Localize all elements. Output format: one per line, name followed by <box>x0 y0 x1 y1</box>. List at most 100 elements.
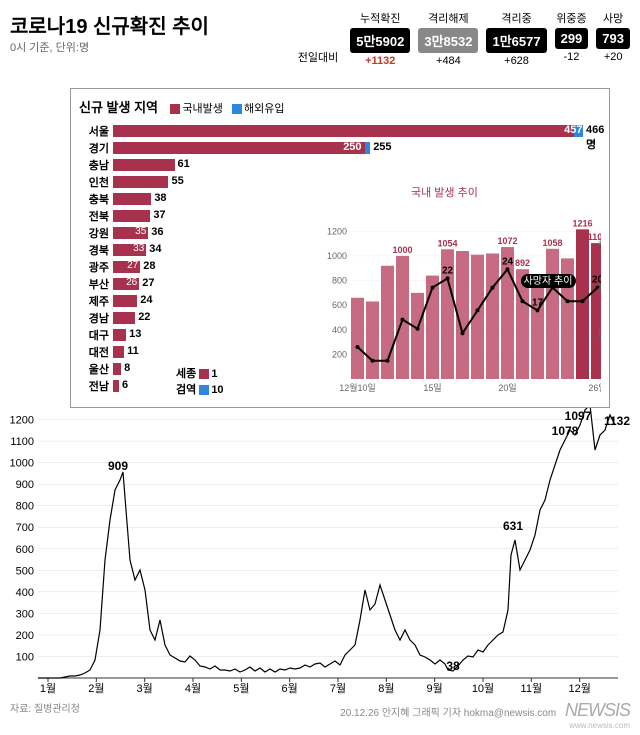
region-row: 서울 457466명 <box>79 123 601 139</box>
stat-value: 5만5902 <box>350 28 410 53</box>
mini-bar <box>366 301 379 379</box>
stat-box: 격리해제 3만8532 +484 <box>418 10 478 67</box>
region-name: 제주 <box>79 293 109 309</box>
source-label: 자료: 질병관리청 <box>10 700 80 730</box>
region-bar-domestic <box>113 363 121 375</box>
region-bar-domestic: 27 <box>113 261 140 273</box>
legend-overseas-label: 해외유입 <box>244 103 284 115</box>
svg-text:1072: 1072 <box>497 236 517 246</box>
stat-diff: +20 <box>596 51 630 63</box>
region-name: 강원 <box>79 225 109 241</box>
stat-value: 3만8532 <box>418 28 478 53</box>
svg-text:300: 300 <box>16 608 34 620</box>
region-bar-domestic <box>113 176 168 188</box>
svg-text:1200: 1200 <box>327 226 347 236</box>
svg-text:11월: 11월 <box>521 682 543 695</box>
svg-text:2월: 2월 <box>88 682 104 695</box>
svg-text:1097: 1097 <box>565 409 592 423</box>
region-bar-overseas <box>365 142 370 154</box>
region-bar-domestic <box>113 312 135 324</box>
region-extra-row: 세종 1 <box>176 365 224 381</box>
region-row: 인천 55 <box>79 174 601 190</box>
svg-text:800: 800 <box>16 501 34 513</box>
mini-bar <box>531 278 544 379</box>
region-name: 울산 <box>79 361 109 377</box>
svg-text:38: 38 <box>446 659 460 673</box>
region-name: 광주 <box>79 259 109 275</box>
inset-panel: 신규 발생 지역 국내발생 해외유입 서울 457466명 경기 250255 … <box>70 88 610 408</box>
region-total-value: 36 <box>151 226 163 238</box>
region-bar-domestic: 26 <box>113 278 139 290</box>
svg-text:20: 20 <box>597 283 601 293</box>
logo-sub: www.newsis.com <box>340 721 630 730</box>
svg-text:10월: 10월 <box>472 682 494 695</box>
svg-text:1월: 1월 <box>40 682 56 695</box>
region-bar-domestic <box>113 210 150 222</box>
region-total-value: 6 <box>122 379 128 391</box>
legend-domestic-label: 국내발생 <box>182 103 222 115</box>
region-bar-domestic <box>113 380 119 392</box>
region-name: 대구 <box>79 327 109 343</box>
region-name: 경남 <box>79 310 109 326</box>
region-total-value: 22 <box>138 311 150 323</box>
region-extra: 세종 1검역 10 <box>176 365 224 397</box>
legend: 국내발생 해외유입 <box>170 100 284 116</box>
svg-text:7월: 7월 <box>330 682 346 695</box>
region-total-value: 250255 <box>373 141 391 153</box>
stat-box: 사망 793 +20 <box>596 10 630 67</box>
region-bar-domestic: 33 <box>113 244 146 256</box>
svg-text:30: 30 <box>597 237 601 247</box>
region-bar-domestic <box>113 125 574 137</box>
svg-text:631: 631 <box>503 519 523 533</box>
prev-day-label: 전일대비 <box>298 49 338 65</box>
main-chart: 1002003004005006007008009001000110012001… <box>10 380 630 690</box>
region-bar-domestic <box>113 193 151 205</box>
region-name: 인천 <box>79 174 109 190</box>
credit-label: 20.12.26 안지혜 그래픽 기자 hokma@newsis.com <box>340 708 556 719</box>
mini-bar <box>546 249 559 379</box>
stat-label: 사망 <box>596 10 630 26</box>
svg-text:9월: 9월 <box>427 682 443 695</box>
svg-text:1058: 1058 <box>542 238 562 248</box>
svg-text:20일: 20일 <box>498 383 516 393</box>
region-total-value: 11 <box>127 345 139 357</box>
logo: NEWSIS <box>565 700 630 720</box>
region-total-value: 61 <box>178 158 190 170</box>
stat-value: 1만6577 <box>486 28 546 53</box>
region-bar-domestic <box>113 295 137 307</box>
region-total-value: 24 <box>140 294 152 306</box>
region-domestic-value: 27 <box>127 260 138 271</box>
region-name: 부산 <box>79 276 109 292</box>
svg-text:12월10일: 12월10일 <box>339 382 376 393</box>
svg-text:200: 200 <box>16 630 34 642</box>
region-total-value: 38 <box>154 192 166 204</box>
inset-title: 신규 발생 지역 <box>79 97 158 116</box>
svg-text:1216: 1216 <box>572 218 592 228</box>
stat-label: 위중증 <box>555 10 589 26</box>
svg-text:1200: 1200 <box>10 415 34 427</box>
region-total-value: 34 <box>149 243 161 255</box>
svg-text:1132: 1132 <box>604 414 630 428</box>
footer: 자료: 질병관리청 20.12.26 안지혜 그래픽 기자 hokma@news… <box>10 700 630 730</box>
svg-text:3월: 3월 <box>137 682 153 695</box>
svg-text:400: 400 <box>16 587 34 599</box>
stat-diff: +484 <box>418 55 478 67</box>
stats-row: 전일대비누적확진 5만5902 +1132격리해제 3만8532 +484격리중… <box>298 10 630 67</box>
mini-bar <box>396 256 409 379</box>
region-name: 전북 <box>79 208 109 224</box>
region-total-value: 8 <box>124 362 130 374</box>
region-domestic-value: 33 <box>133 243 144 254</box>
region-bar-domestic <box>113 142 365 154</box>
svg-text:1000: 1000 <box>392 245 412 255</box>
svg-text:15일: 15일 <box>423 383 441 393</box>
svg-text:100: 100 <box>16 651 34 663</box>
region-name: 서울 <box>79 123 109 139</box>
main-chart-svg: 1002003004005006007008009001000110012001… <box>10 380 630 690</box>
region-name: 충남 <box>79 157 109 173</box>
svg-text:800: 800 <box>332 276 347 286</box>
stat-value: 793 <box>596 28 630 49</box>
legend-overseas-swatch <box>232 104 242 114</box>
svg-text:900: 900 <box>16 479 34 491</box>
svg-text:1100: 1100 <box>10 436 34 448</box>
mini-bar <box>576 229 589 379</box>
